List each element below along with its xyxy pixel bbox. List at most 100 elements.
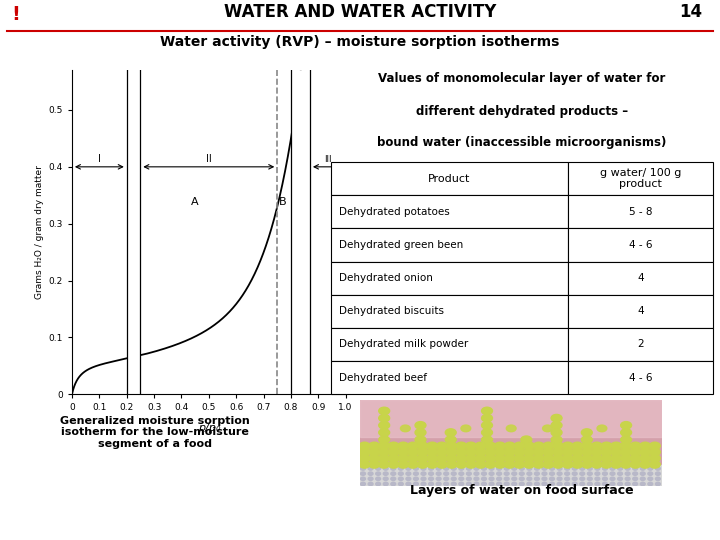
Circle shape [391,467,396,470]
Circle shape [572,467,577,470]
Circle shape [369,461,379,468]
Text: Layers of water on food surface: Layers of water on food surface [410,484,634,497]
Circle shape [489,467,494,470]
Circle shape [610,482,615,485]
Circle shape [428,482,433,485]
Circle shape [482,414,492,422]
Circle shape [557,477,562,481]
Bar [568,228,713,261]
Bar [291,70,310,394]
Circle shape [376,472,381,475]
Circle shape [542,482,547,485]
Circle shape [649,448,660,456]
Bar [331,295,568,328]
Circle shape [639,442,651,450]
Circle shape [611,461,621,468]
Circle shape [383,477,388,481]
Circle shape [427,455,438,462]
Circle shape [417,448,428,456]
Circle shape [397,455,409,462]
Circle shape [504,461,515,468]
Circle shape [398,472,403,475]
Circle shape [436,455,447,462]
Circle shape [497,467,502,470]
Circle shape [655,477,660,481]
Circle shape [413,482,418,485]
Circle shape [408,461,418,468]
Circle shape [639,455,651,462]
Circle shape [504,472,509,475]
Circle shape [618,477,623,481]
Text: 4: 4 [637,306,644,316]
Circle shape [359,448,370,456]
Circle shape [639,448,651,456]
Circle shape [379,436,390,443]
Circle shape [482,477,487,481]
Circle shape [630,455,641,462]
Circle shape [421,477,426,481]
Circle shape [482,472,487,475]
Circle shape [534,461,544,468]
Circle shape [388,461,399,468]
Circle shape [549,472,554,475]
Circle shape [497,472,502,475]
Bar [568,162,713,195]
Circle shape [655,472,660,475]
Circle shape [444,477,449,481]
Text: 4: 4 [637,273,644,283]
Circle shape [621,461,631,468]
Circle shape [621,436,631,443]
Circle shape [379,448,390,456]
Circle shape [549,467,554,470]
Circle shape [495,448,505,456]
Circle shape [625,467,630,470]
Circle shape [580,467,585,470]
Circle shape [603,472,608,475]
Circle shape [523,455,534,462]
Circle shape [467,482,472,485]
Circle shape [369,448,379,456]
Circle shape [633,477,638,481]
Circle shape [551,429,562,436]
Circle shape [413,467,418,470]
Circle shape [582,461,593,468]
Circle shape [621,455,631,462]
Circle shape [436,442,447,450]
Circle shape [504,477,509,481]
Circle shape [595,482,600,485]
Circle shape [446,442,457,450]
Circle shape [379,461,390,468]
Circle shape [406,472,411,475]
Circle shape [383,472,388,475]
Circle shape [564,482,570,485]
Circle shape [413,472,418,475]
Circle shape [495,442,505,450]
Circle shape [572,442,583,450]
Text: Values of monomolecular layer of water for: Values of monomolecular layer of water f… [378,72,666,85]
Circle shape [649,442,660,450]
Circle shape [618,472,623,475]
Circle shape [436,472,441,475]
Circle shape [451,472,456,475]
Circle shape [621,448,631,456]
Circle shape [456,448,467,456]
Circle shape [553,461,564,468]
Circle shape [445,436,456,443]
Circle shape [428,467,433,470]
Circle shape [369,455,379,462]
Circle shape [428,472,433,475]
Circle shape [456,461,467,468]
Circle shape [523,448,534,456]
Circle shape [601,461,612,468]
Circle shape [543,455,554,462]
Circle shape [444,472,449,475]
Circle shape [581,429,593,436]
Circle shape [504,455,515,462]
Text: !: ! [11,4,19,24]
Circle shape [388,455,399,462]
Circle shape [413,477,418,481]
Circle shape [497,482,502,485]
Circle shape [564,472,570,475]
Circle shape [549,477,554,481]
Circle shape [482,467,487,470]
